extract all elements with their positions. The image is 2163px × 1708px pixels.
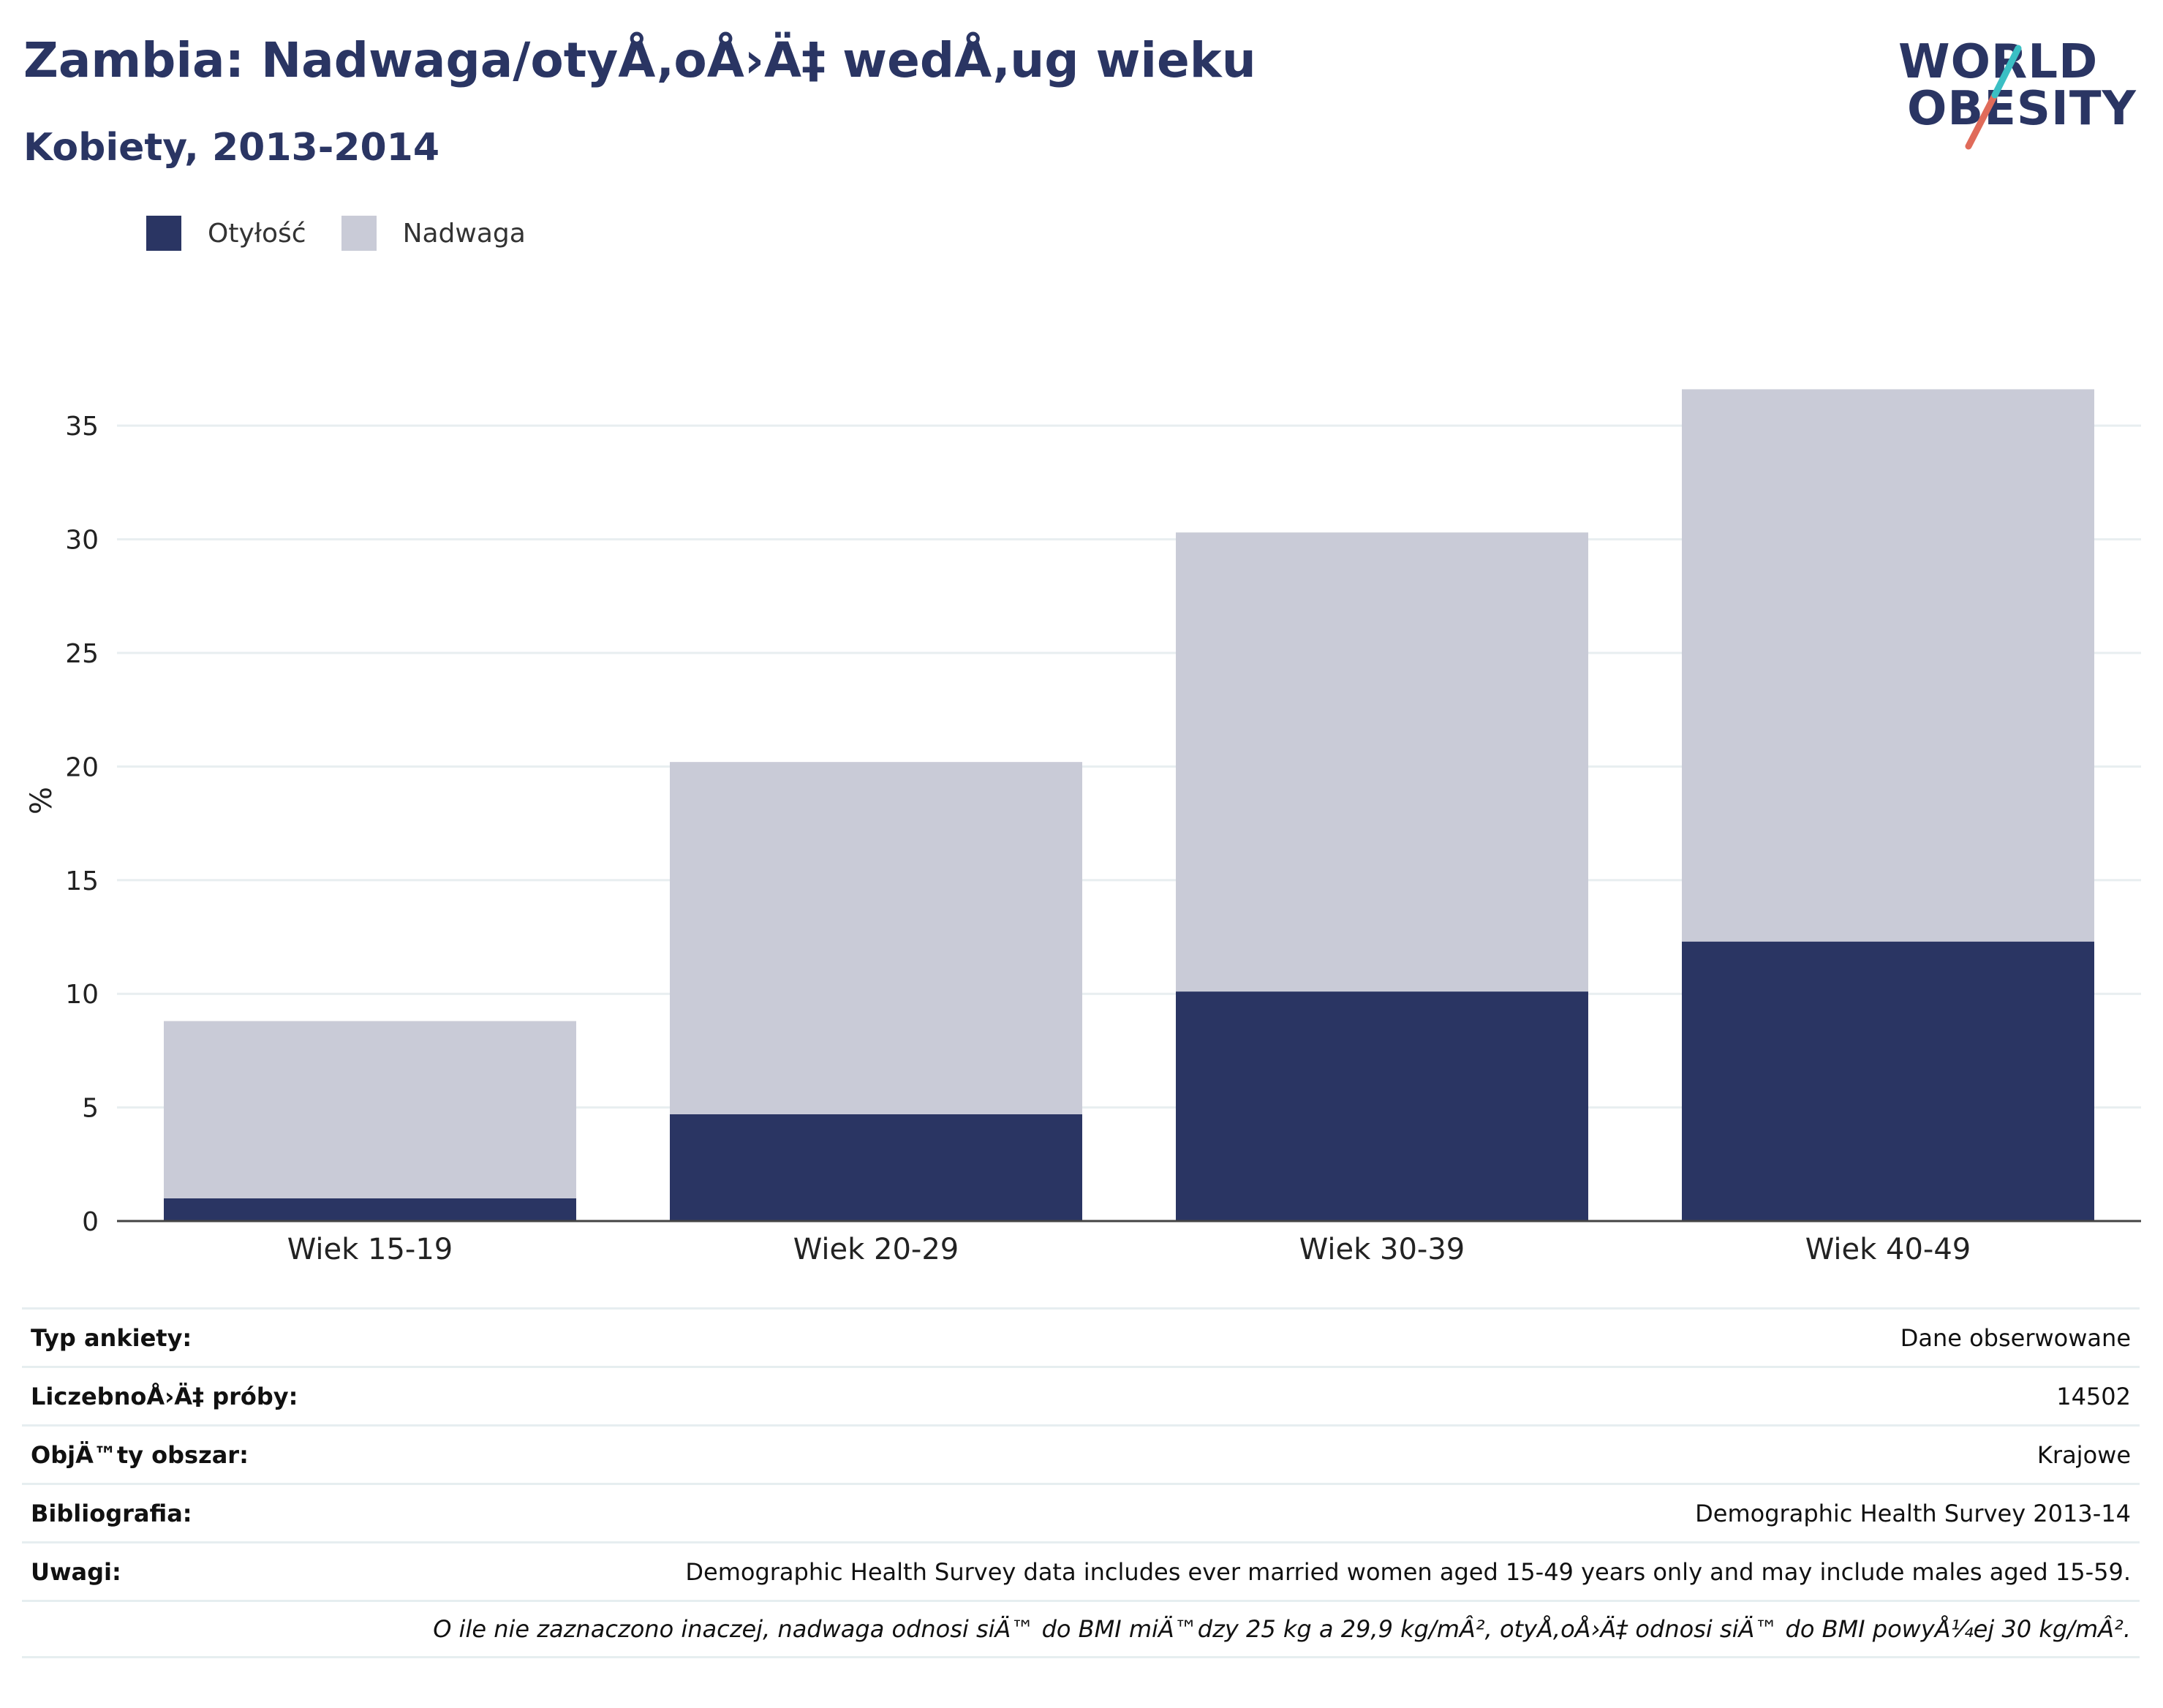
- info-value: Demographic Health Survey data includes …: [685, 1557, 2131, 1586]
- bmi-definition-note: O ile nie zaznaczono inaczej, nadwaga od…: [22, 1600, 2140, 1658]
- legend-label-obesity: Otyłość: [208, 218, 306, 249]
- info-row-survey-type: Typ ankiety: Dane obserwowane: [22, 1307, 2140, 1366]
- legend-label-overweight: Nadwaga: [402, 218, 526, 249]
- bar-overweight: [670, 762, 1082, 1114]
- info-label: ObjÄ™ty obszar:: [31, 1440, 249, 1469]
- info-value: 14502: [2056, 1382, 2131, 1410]
- logo-line-1: WORLD: [1898, 35, 2099, 89]
- legend-swatch-obesity: [146, 216, 181, 251]
- x-tick-label: Wiek 20-29: [793, 1233, 959, 1266]
- bar-overweight: [164, 1021, 576, 1198]
- logo-slash-icon: [1965, 45, 2022, 150]
- info-label: LiczebnoÅ›Ä‡ próby:: [31, 1382, 298, 1410]
- y-tick-label: 10: [65, 980, 99, 1010]
- chart-title: Zambia: Nadwaga/otyÅ‚oÅ›Ä‡ wedÅ‚ug wieku: [23, 32, 1256, 88]
- info-label: Uwagi:: [31, 1557, 121, 1586]
- legend-swatch-overweight: [341, 216, 377, 251]
- y-tick-label: 15: [65, 866, 99, 896]
- info-value: Krajowe: [2036, 1440, 2131, 1469]
- chart-subtitle: Kobiety, 2013-2014: [23, 126, 440, 170]
- bar-obesity: [164, 1198, 576, 1221]
- info-label: Bibliografia:: [31, 1499, 192, 1527]
- world-obesity-logo: WORLD OBESITY: [1892, 22, 2141, 154]
- y-tick-label: 35: [65, 412, 99, 442]
- info-row-bibliography: Bibliografia: Demographic Health Survey …: [22, 1483, 2140, 1541]
- y-tick-label: 25: [65, 639, 99, 669]
- info-value: Demographic Health Survey 2013-14: [1695, 1499, 2131, 1527]
- bar-overweight: [1682, 389, 2094, 942]
- bar-obesity: [670, 1114, 1082, 1221]
- x-tick-label: Wiek 15-19: [287, 1233, 453, 1266]
- info-label: Typ ankiety:: [31, 1323, 192, 1352]
- x-tick-label: Wiek 30-39: [1299, 1233, 1465, 1266]
- logo-line-2: OBESITY: [1907, 82, 2137, 136]
- stacked-bar-chart: 0 5 10 15 20 25 30 35% Wiek 15-19 Wiek 20-29 Wiek …: [25, 389, 2141, 1266]
- info-table: Typ ankiety: Dane obserwowane LiczebnoÅ›…: [22, 1307, 2140, 1658]
- info-row-notes: Uwagi: Demographic Health Survey data in…: [22, 1541, 2140, 1600]
- legend-item-overweight: Nadwaga: [341, 216, 526, 251]
- y-tick-label: 30: [65, 526, 99, 556]
- chart-legend: Otyłość Nadwaga: [146, 216, 561, 251]
- x-tick-label: Wiek 40-49: [1805, 1233, 1971, 1266]
- bar-overweight: [1176, 532, 1588, 992]
- bar-obesity: [1682, 941, 2094, 1221]
- legend-item-obesity: Otyłość: [146, 216, 306, 251]
- info-row-area: ObjÄ™ty obszar: Krajowe: [22, 1424, 2140, 1483]
- y-tick-label: 5: [82, 1094, 99, 1124]
- y-tick-label: 0: [82, 1207, 99, 1237]
- info-value: Dane obserwowane: [1900, 1323, 2131, 1352]
- y-tick-label: 20: [65, 752, 99, 782]
- y-axis-label: %: [25, 787, 58, 815]
- bar-obesity: [1176, 991, 1588, 1221]
- info-row-sample-size: LiczebnoÅ›Ä‡ próby: 14502: [22, 1366, 2140, 1424]
